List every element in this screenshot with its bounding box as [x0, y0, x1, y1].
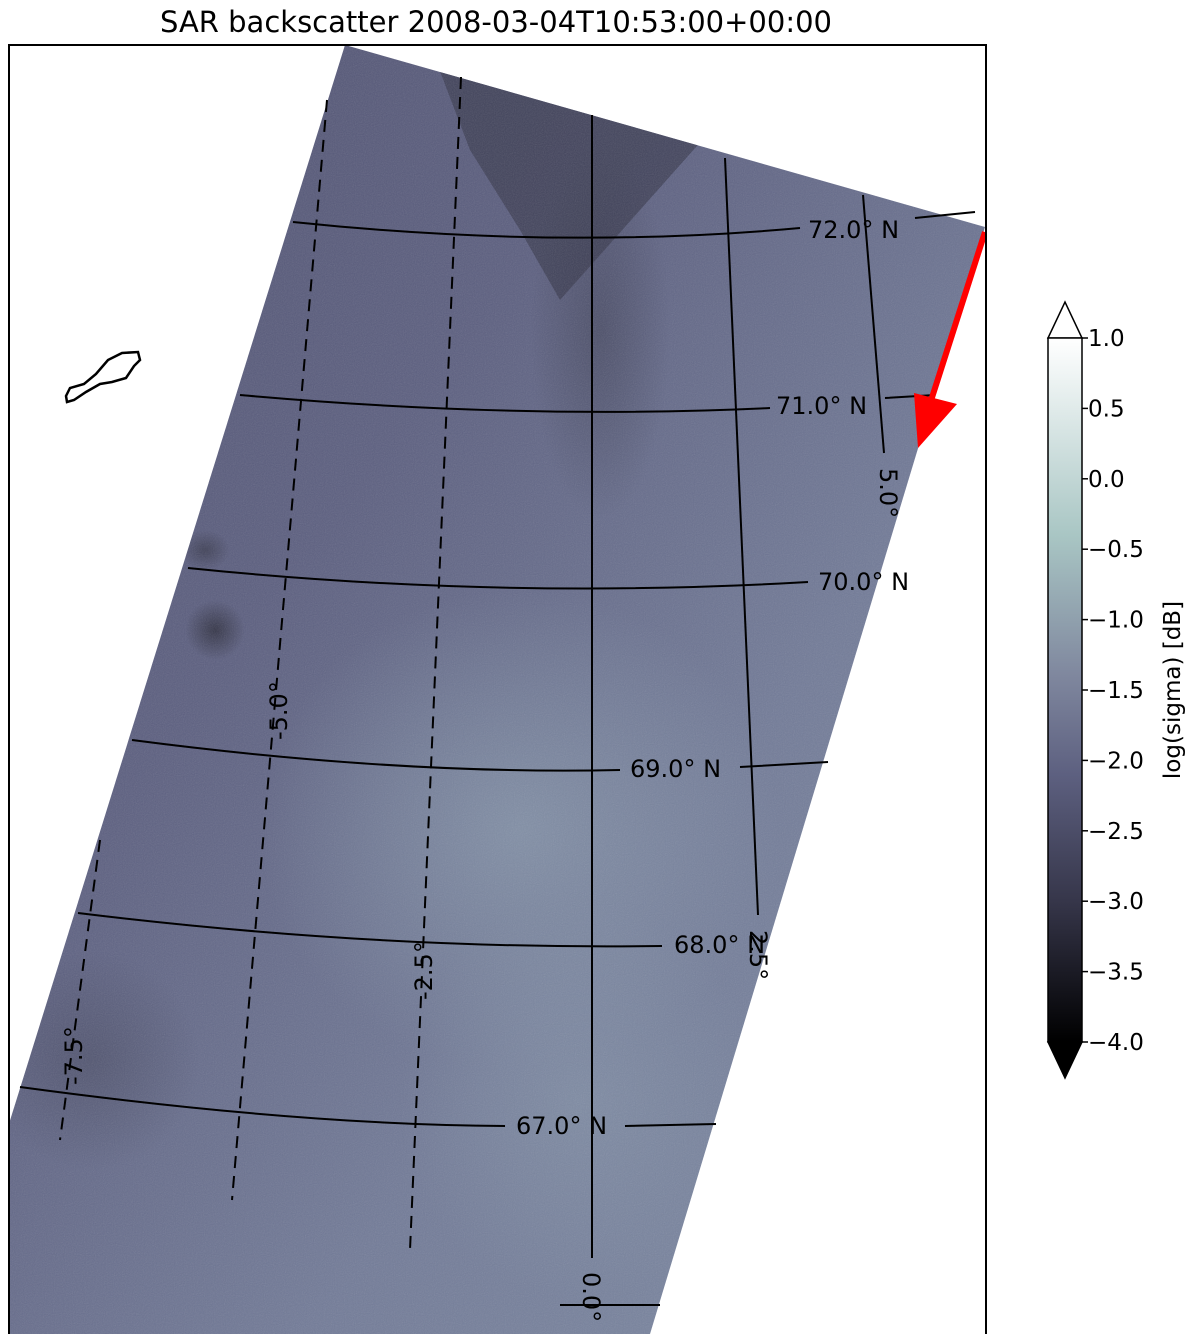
longitude-lines	[59, 76, 885, 1306]
lat-label-71: 71.0° N	[776, 392, 867, 420]
parallel-70	[187, 567, 809, 590]
colorbar-tick-label: −1.0	[1088, 608, 1144, 634]
lon-label-2.5W: -2.5°	[410, 941, 438, 1000]
lon-label-2.5E: 2.5°	[744, 930, 772, 980]
colorbar-tick-label: −0.5	[1088, 537, 1144, 563]
colorbar-label: log(sigma) [dB]	[1160, 601, 1186, 779]
colorbar-tick-label: 0.0	[1088, 467, 1125, 493]
meridian-2.5E	[724, 157, 759, 916]
colorbar-tick-label: −2.0	[1088, 748, 1144, 774]
lon-label-5E: 5.0°	[874, 468, 902, 518]
red-arrow	[914, 231, 986, 448]
longitude-labels: 5.0° 2.5° 0.0° -2.5° -5.0° -7.5°	[60, 468, 902, 1322]
jan-mayen-coastline	[64, 350, 142, 404]
lon-label-0: 0.0°	[577, 1272, 605, 1322]
parallel-71	[239, 394, 936, 413]
colorbar-tick-label: 0.5	[1088, 396, 1125, 422]
map-panel: 72.0° N 71.0° N 70.0° N 69.0° N 68.0° N …	[9, 45, 986, 1334]
latitude-lines	[19, 211, 976, 1127]
colorbar-tick-label: −2.5	[1088, 819, 1144, 845]
lat-label-72: 72.0° N	[808, 216, 899, 244]
lat-label-69: 69.0° N	[630, 755, 721, 783]
colorbar-tick-label: −1.5	[1088, 678, 1144, 704]
meridian-7.5W	[59, 839, 101, 1141]
parallel-69	[131, 739, 829, 772]
parallel-68	[77, 912, 663, 948]
meridian-5E	[862, 194, 885, 454]
colorbar-tick-label: −3.0	[1088, 889, 1144, 915]
colorbar-tick-label: −3.5	[1088, 960, 1144, 986]
lat-label-67: 67.0° N	[516, 1112, 607, 1140]
colorbar-tick-label: 1.0	[1088, 326, 1125, 352]
lon-label-7.5W: -7.5°	[60, 1026, 88, 1085]
lat-label-68: 68.0° N	[674, 931, 765, 959]
lon-label-5W: -5.0°	[265, 681, 293, 740]
colorbar-extend-min	[1046, 1041, 1084, 1080]
colorbar-ticks: 1.0 0.5 0.0 −0.5 −1.0 −1.5 −2.0 −2.5 −3.0 −3.5 −4.…	[1082, 326, 1144, 1056]
parallel-72	[292, 211, 976, 239]
latitude-labels: 72.0° N 71.0° N 70.0° N 69.0° N 68.0° N …	[516, 216, 909, 1140]
parallel-67	[19, 1086, 717, 1127]
meridian-5W	[231, 99, 328, 1201]
colorbar-extend-max	[1046, 300, 1084, 339]
colorbar: 1.0 0.5 0.0 −0.5 −1.0 −1.5 −2.0 −2.5 −3.0 −3.5 −4.…	[1046, 300, 1186, 1080]
map-frame	[8, 44, 987, 1334]
meridian-2.5W	[409, 76, 462, 1251]
colorbar-tick-label: −4.0	[1088, 1030, 1144, 1056]
sar-swath	[9, 45, 985, 1334]
figure-title: SAR backscatter 2008-03-04T10:53:00+00:0…	[160, 5, 832, 39]
lat-label-70: 70.0° N	[818, 568, 909, 596]
colorbar-gradient	[1047, 337, 1083, 1043]
